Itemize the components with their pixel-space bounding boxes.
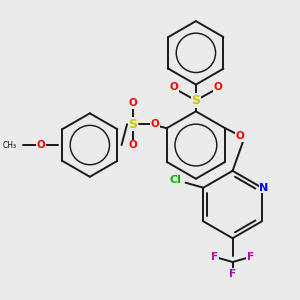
Text: O: O <box>236 131 244 141</box>
Text: S: S <box>191 94 200 107</box>
Text: Cl: Cl <box>170 175 182 185</box>
Text: CH₃: CH₃ <box>2 140 16 149</box>
Text: O: O <box>37 140 46 150</box>
Text: F: F <box>247 252 254 262</box>
Text: O: O <box>129 98 137 108</box>
Text: O: O <box>129 140 137 150</box>
Text: F: F <box>211 252 218 262</box>
Text: F: F <box>229 269 236 279</box>
Text: S: S <box>128 118 137 131</box>
Text: O: O <box>150 119 159 129</box>
Text: O: O <box>213 82 222 92</box>
Text: N: N <box>259 183 268 193</box>
Text: O: O <box>170 82 178 92</box>
